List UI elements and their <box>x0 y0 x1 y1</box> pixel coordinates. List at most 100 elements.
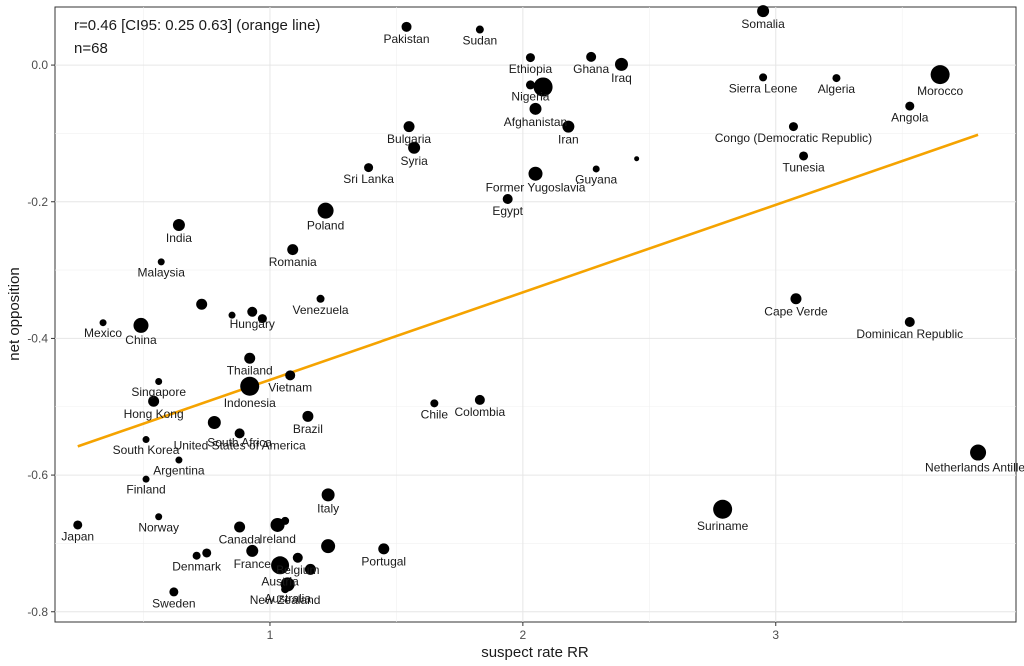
point-label: South Korea <box>113 443 180 457</box>
y-tick-label: -0.6 <box>27 468 48 482</box>
data-point <box>202 548 212 558</box>
data-point <box>430 399 439 408</box>
data-point <box>788 122 798 132</box>
data-point <box>246 544 259 557</box>
y-tick-label: -0.4 <box>27 331 48 345</box>
point-label: Netherlands Antilles <box>925 461 1024 475</box>
axis-ticks: 1 2 3 0.0 -0.2 -0.4 -0.6 -0.8 <box>27 58 779 642</box>
data-point <box>832 74 841 83</box>
data-point <box>408 141 421 154</box>
data-point <box>592 165 600 173</box>
data-point <box>364 163 374 173</box>
data-point <box>403 121 415 133</box>
data-point <box>317 202 334 219</box>
point-label: Singapore <box>131 385 186 399</box>
point-label: Vietnam <box>268 380 312 394</box>
point-label: Ireland <box>259 532 296 546</box>
point-label: Japan <box>61 529 94 543</box>
fit-line-group <box>77 133 979 448</box>
point-label: Austria <box>261 574 299 588</box>
point-label: Canada <box>219 533 261 547</box>
data-point <box>270 517 285 532</box>
point-label: Guyana <box>575 172 617 186</box>
data-point <box>192 551 201 560</box>
point-label: Hong Kong <box>124 407 184 421</box>
data-point <box>562 120 575 133</box>
data-point <box>287 244 299 256</box>
data-point <box>713 499 733 519</box>
point-label: New Zealand <box>250 593 321 607</box>
data-point <box>378 543 390 555</box>
point-label: Pakistan <box>384 32 430 46</box>
data-point <box>285 370 296 381</box>
data-point <box>905 101 915 111</box>
data-point <box>172 218 185 231</box>
data-point <box>281 516 290 525</box>
data-point <box>292 552 303 563</box>
y-tick-label: -0.8 <box>27 605 48 619</box>
data-point <box>169 587 179 597</box>
data-point <box>207 415 221 429</box>
point-label: Algeria <box>818 82 856 96</box>
point-label: Sierra Leone <box>729 81 798 95</box>
point-label: Angola <box>891 111 929 125</box>
data-point <box>157 258 165 266</box>
grid-lines <box>55 7 1016 622</box>
data-point <box>930 65 950 85</box>
point-label: Chile <box>421 407 449 421</box>
data-point <box>474 394 485 405</box>
point-label: Brazil <box>293 422 323 436</box>
data-point <box>302 410 314 422</box>
data-point <box>257 314 267 324</box>
data-point <box>790 293 802 305</box>
data-point <box>142 436 150 444</box>
data-point <box>525 80 535 90</box>
data-point <box>244 352 256 364</box>
data-point <box>759 73 768 82</box>
point-label: Congo (Democratic Republic) <box>715 131 872 145</box>
data-point <box>234 521 246 533</box>
data-point <box>401 21 412 32</box>
point-label: Hungary <box>230 317 275 331</box>
point-label: Argentina <box>153 464 205 478</box>
point-label: China <box>125 333 157 347</box>
data-point <box>73 520 83 530</box>
point-label: Egypt <box>492 204 523 218</box>
point-label: Dominican Republic <box>856 327 963 341</box>
point-label: United States of America <box>174 438 306 452</box>
x-axis-title: suspect rate RR <box>481 644 589 661</box>
correlation-annotation: r=0.46 [CI95: 0.25 0.63] (orange line) <box>74 17 320 34</box>
point-label: Somalia <box>741 17 785 31</box>
data-point <box>133 317 149 333</box>
data-point <box>271 556 290 575</box>
data-point <box>528 166 543 181</box>
data-point <box>196 298 208 310</box>
point-label: Denmark <box>172 560 222 574</box>
point-label: Indonesia <box>224 396 276 410</box>
x-tick-label: 1 <box>267 628 274 642</box>
data-points <box>73 5 987 597</box>
data-point <box>175 456 183 464</box>
point-label: Ethiopia <box>509 62 553 76</box>
point-label: Tunesia <box>782 160 825 174</box>
data-point <box>614 57 628 71</box>
data-point <box>247 306 258 317</box>
data-point <box>234 428 245 439</box>
point-label: South Africa <box>207 435 272 449</box>
point-label: Suriname <box>697 519 749 533</box>
data-point <box>304 563 316 575</box>
point-label: Romania <box>269 255 317 269</box>
point-label: Portugal <box>361 554 406 568</box>
data-point <box>634 156 640 162</box>
point-label: Colombia <box>455 405 506 419</box>
point-label: Nigeria <box>511 89 549 103</box>
sample-size-annotation: n=68 <box>74 40 108 57</box>
data-point <box>475 25 484 34</box>
data-point <box>502 194 513 205</box>
point-label: Finland <box>126 483 165 497</box>
data-point <box>757 5 770 18</box>
data-point <box>525 53 535 63</box>
data-point <box>228 311 236 319</box>
data-point <box>586 51 597 62</box>
data-point <box>321 539 336 554</box>
